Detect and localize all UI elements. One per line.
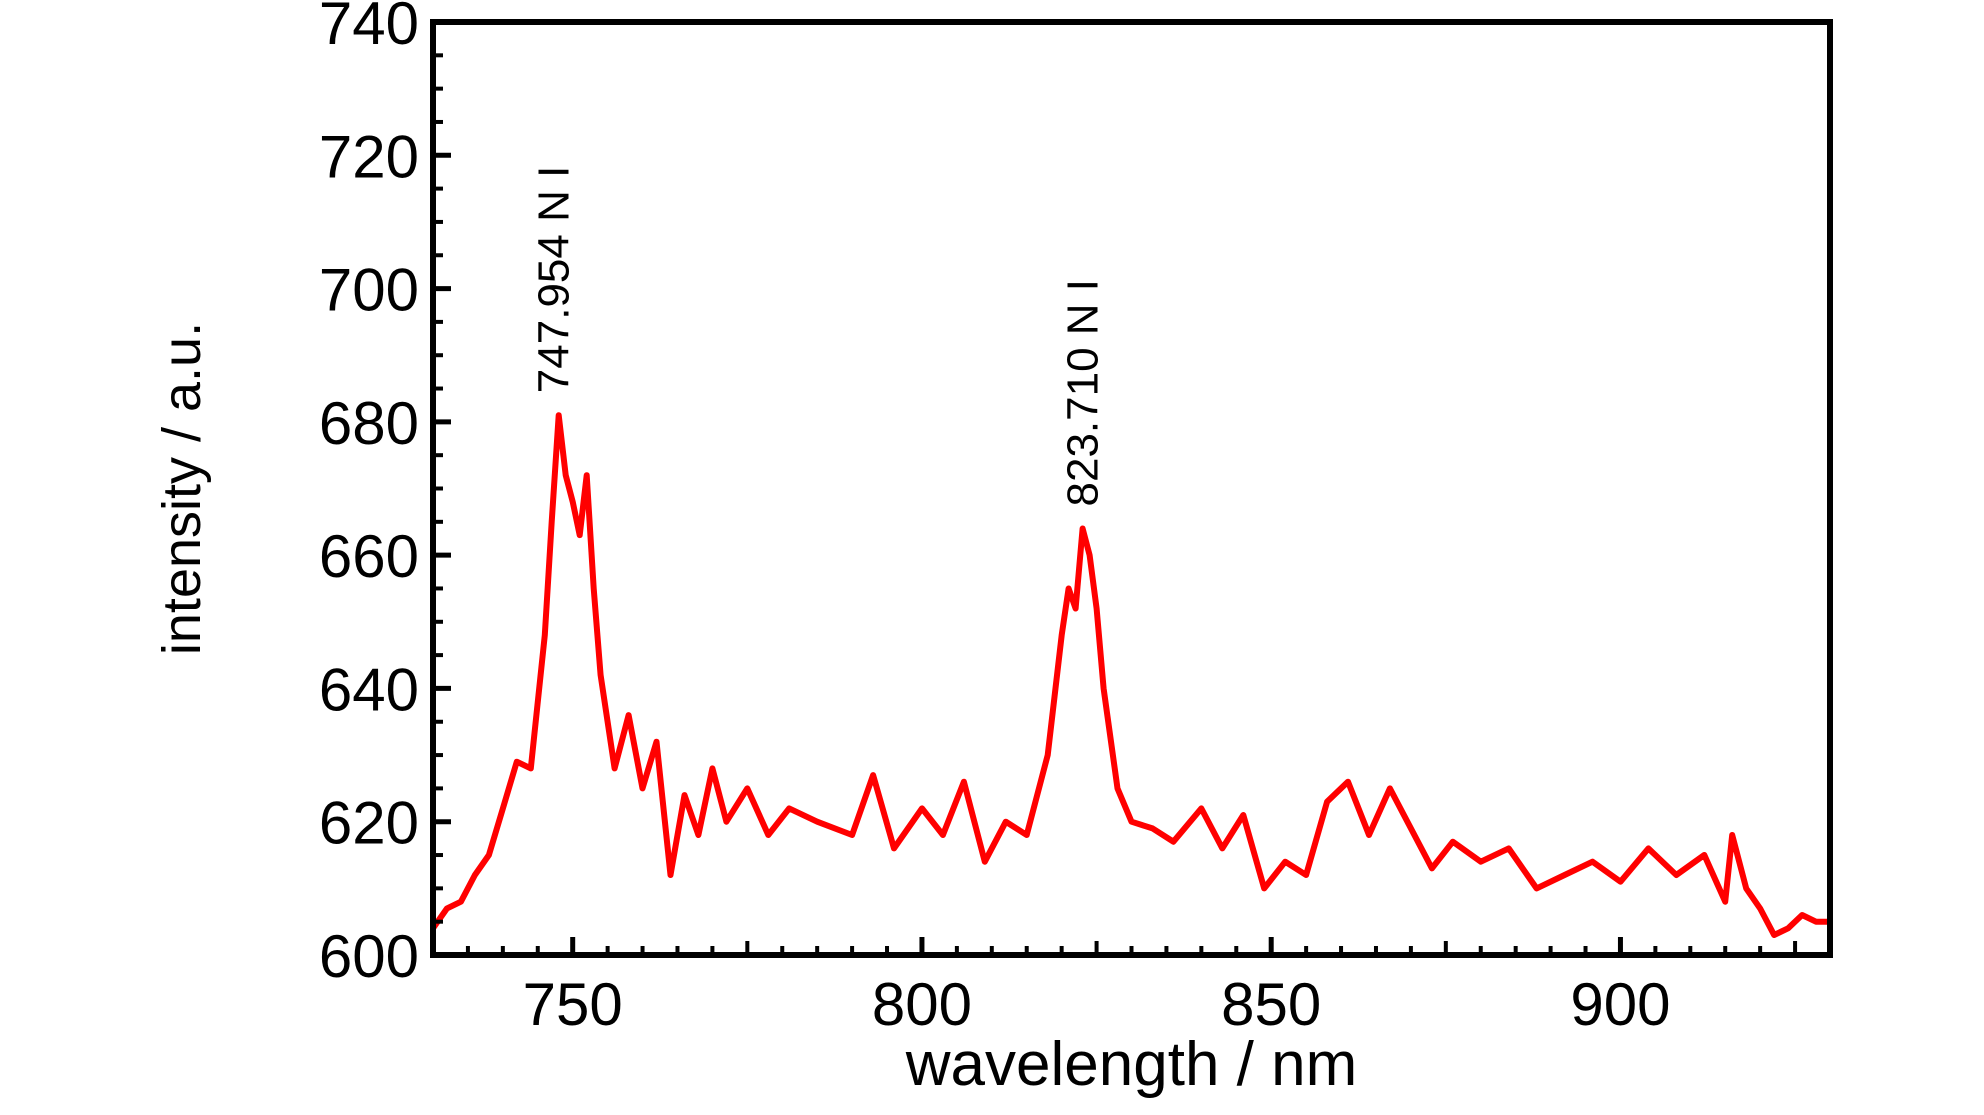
axis-layer: 600 620 640 660 680 700 720 740 750 800 850 900 (319, 0, 1798, 1038)
peak-annotation: 747.954 N I (529, 166, 578, 394)
y-tick-label: 600 (319, 923, 419, 990)
x-axis-title: wavelength / nm (905, 1030, 1357, 1099)
annotation-layer: 747.954 N I 823.710 N I (529, 166, 1107, 507)
y-tick-label: 720 (319, 123, 419, 190)
y-tick-label: 620 (319, 790, 419, 857)
plot-layer (430, 412, 1830, 938)
spectrum-line (430, 412, 1830, 938)
x-tick-label: 850 (1221, 971, 1321, 1038)
y-tick-label: 640 (319, 656, 419, 723)
y-tick-label: 700 (319, 257, 419, 324)
y-axis-title: intensity / a.u. (152, 322, 212, 655)
y-tick-label: 660 (319, 523, 419, 590)
x-tick-label: 750 (523, 971, 623, 1038)
x-tick-label: 900 (1570, 971, 1670, 1038)
y-tick-label: 740 (319, 0, 419, 57)
x-tick-label: 800 (872, 971, 972, 1038)
y-tick-label: 680 (319, 390, 419, 457)
peak-annotation: 823.710 N I (1059, 279, 1108, 507)
